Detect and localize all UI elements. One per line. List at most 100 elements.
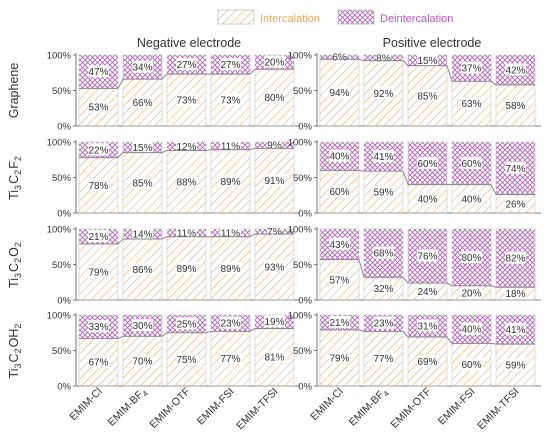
data-label-intercalation-bg bbox=[505, 197, 526, 210]
data-label-deintercalation: 14% bbox=[132, 229, 152, 240]
x-tick-label-negative: EMIM-FSI bbox=[195, 386, 237, 428]
intercalation-connector-line bbox=[320, 58, 535, 86]
panel-2-negative: 0% 50% 100% 78% 22% 85% 15% 88% 12% 89% 11% 91% 9% bbox=[47, 138, 300, 220]
row-label: Ti3 C2 OH2 bbox=[7, 323, 23, 379]
data-label-deintercalation: 27% bbox=[220, 60, 240, 71]
data-label-deintercalation: 7% bbox=[267, 227, 282, 238]
data-label-deintercalation-bg bbox=[176, 226, 197, 239]
data-label-intercalation: 26% bbox=[505, 199, 525, 210]
data-label-intercalation: 32% bbox=[373, 284, 393, 295]
intercalation-connector-line bbox=[79, 233, 294, 245]
data-label-deintercalation: 42% bbox=[505, 65, 525, 76]
data-label-deintercalation: 47% bbox=[88, 67, 108, 78]
data-label-deintercalation: 37% bbox=[461, 64, 481, 75]
data-label-deintercalation-bg bbox=[132, 227, 153, 240]
data-label-deintercalation-bg bbox=[88, 143, 109, 156]
data-label-deintercalation-bg bbox=[417, 53, 438, 66]
data-label-deintercalation-bg bbox=[505, 251, 526, 264]
data-label-intercalation: 63% bbox=[461, 99, 481, 110]
x-tick-label-negative: EMIM-BF4 bbox=[106, 385, 151, 430]
data-label-deintercalation-bg bbox=[220, 226, 241, 239]
intercalation-connector-line bbox=[79, 147, 294, 159]
data-label-intercalation-bg bbox=[132, 262, 153, 275]
y-tick-label: 100% bbox=[288, 225, 313, 236]
data-label-deintercalation: 41% bbox=[505, 325, 525, 336]
intercalation-connector-line bbox=[320, 169, 535, 196]
y-tick-label: 0% bbox=[57, 122, 71, 133]
data-label-deintercalation-bg bbox=[461, 156, 482, 169]
legend-swatch-deintercalation bbox=[337, 9, 375, 25]
data-label-intercalation: 85% bbox=[417, 91, 437, 102]
x-tick-label-positive: EMIM-BF4 bbox=[347, 385, 392, 430]
data-label-intercalation: 24% bbox=[417, 287, 437, 298]
data-label-deintercalation-bg bbox=[176, 58, 197, 71]
data-label-intercalation-bg bbox=[264, 174, 285, 187]
x-tick-label-negative: EMIM-TFSI bbox=[234, 386, 280, 432]
y-tick-label: 100% bbox=[288, 51, 313, 62]
data-label-deintercalation: 74% bbox=[505, 164, 525, 175]
data-label-intercalation: 73% bbox=[220, 96, 240, 107]
data-label-intercalation: 94% bbox=[329, 88, 349, 99]
data-label-intercalation-bg bbox=[373, 282, 394, 295]
data-label-intercalation-bg bbox=[373, 352, 394, 365]
bar-intercalation bbox=[166, 332, 207, 387]
y-tick-label: 50% bbox=[52, 260, 72, 271]
intercalation-connector-line bbox=[320, 259, 535, 288]
data-label-intercalation: 69% bbox=[417, 357, 437, 368]
data-label-deintercalation: 31% bbox=[417, 322, 437, 333]
panel-3-negative: 0% 50% 100% 79% 21% 86% 14% 89% 11% 89% 11% 93% 7% bbox=[47, 225, 300, 307]
data-label-intercalation-bg bbox=[132, 354, 153, 367]
x-tick-label-positive: EMIM-OTF bbox=[388, 386, 433, 431]
positive-electrode-title: Positive electrode bbox=[383, 36, 482, 50]
data-label-intercalation-bg bbox=[373, 86, 394, 99]
legend-swatch-intercalation bbox=[217, 9, 255, 25]
data-label-intercalation: 93% bbox=[264, 262, 284, 273]
data-label-deintercalation-bg bbox=[461, 322, 482, 335]
data-label-intercalation-bg bbox=[461, 97, 482, 110]
data-label-deintercalation: 23% bbox=[220, 319, 240, 330]
y-tick-label: 100% bbox=[47, 311, 72, 322]
data-label-intercalation-bg bbox=[505, 98, 526, 111]
data-label-deintercalation-bg bbox=[264, 55, 285, 68]
data-label-deintercalation-bg bbox=[505, 161, 526, 174]
data-label-deintercalation: 15% bbox=[417, 56, 437, 67]
legend-label-deintercalation: Deintercalation bbox=[380, 13, 453, 25]
data-label-deintercalation: 11% bbox=[177, 228, 196, 239]
data-label-deintercalation-bg bbox=[88, 65, 109, 78]
intercalation-connector-line bbox=[79, 327, 294, 339]
data-label-intercalation: 79% bbox=[329, 353, 349, 364]
data-label-deintercalation: 76% bbox=[417, 251, 437, 262]
data-label-intercalation-bg bbox=[461, 358, 482, 371]
data-label-intercalation: 66% bbox=[132, 98, 152, 109]
data-label-deintercalation-bg bbox=[373, 246, 394, 259]
data-label-deintercalation-bg bbox=[132, 140, 153, 153]
data-label-intercalation-bg bbox=[417, 89, 438, 102]
data-label-intercalation: 89% bbox=[220, 264, 240, 275]
y-tick-label: 100% bbox=[288, 138, 313, 149]
y-tick-label: 0% bbox=[298, 296, 312, 307]
data-label-intercalation: 70% bbox=[132, 357, 152, 368]
data-label-intercalation: 77% bbox=[373, 354, 393, 365]
data-label-intercalation-bg bbox=[329, 351, 350, 364]
data-label-deintercalation: 82% bbox=[505, 254, 525, 265]
data-label-deintercalation: 43% bbox=[329, 240, 349, 251]
data-label-deintercalation-bg bbox=[505, 63, 526, 76]
y-tick-label: 100% bbox=[47, 138, 72, 149]
row-label: Ti3 C2 F2 bbox=[7, 155, 23, 200]
data-label-intercalation-bg bbox=[176, 93, 197, 106]
data-label-intercalation-bg bbox=[220, 174, 241, 187]
row-label: Ti3 C2 O2 bbox=[7, 241, 23, 288]
data-label-deintercalation: 41% bbox=[373, 152, 393, 163]
negative-electrode-title: Negative electrode bbox=[137, 36, 241, 50]
data-label-deintercalation-bg bbox=[264, 315, 285, 328]
data-label-deintercalation: 21% bbox=[329, 318, 349, 329]
data-label-deintercalation: 12% bbox=[176, 142, 196, 153]
data-label-intercalation-bg bbox=[461, 286, 482, 299]
data-label-deintercalation: 27% bbox=[176, 60, 196, 71]
data-label-intercalation-bg bbox=[88, 178, 109, 191]
data-label-intercalation: 53% bbox=[88, 103, 108, 114]
data-label-intercalation: 81% bbox=[264, 353, 284, 364]
data-label-intercalation-bg bbox=[220, 93, 241, 106]
